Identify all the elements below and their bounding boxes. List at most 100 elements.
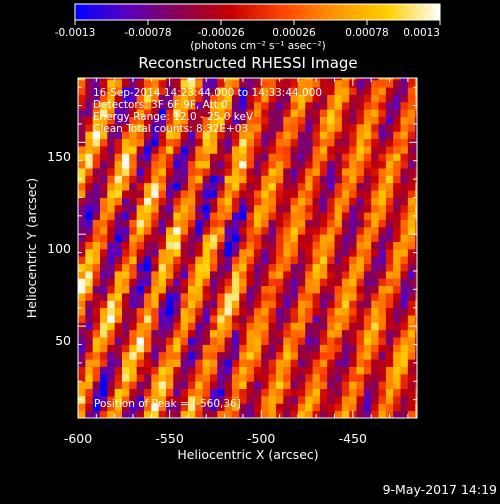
image-pixel	[275, 182, 284, 191]
image-pixel	[356, 278, 365, 287]
image-pixel	[334, 146, 343, 154]
image-pixel	[341, 168, 350, 176]
image-pixel	[187, 403, 196, 412]
image-pixel	[165, 248, 174, 257]
image-pixel	[217, 197, 225, 206]
image-pixel	[305, 278, 313, 287]
image-pixel	[261, 197, 269, 206]
image-pixel	[378, 153, 387, 162]
image-pixel	[305, 101, 313, 110]
image-pixel	[261, 87, 269, 95]
image-pixel	[158, 190, 167, 198]
image-pixel	[253, 109, 262, 117]
image-pixel	[129, 344, 138, 353]
image-pixel	[114, 248, 123, 257]
image-pixel	[202, 226, 211, 235]
image-pixel	[268, 285, 277, 294]
image-pixel	[224, 403, 233, 412]
image-pixel	[173, 344, 182, 353]
image-pixel	[356, 212, 365, 220]
image-pixel	[209, 359, 218, 367]
image-pixel	[107, 182, 116, 191]
image-pixel	[349, 256, 357, 265]
image-pixel	[319, 160, 328, 169]
image-pixel	[356, 293, 365, 301]
image-pixel	[114, 263, 123, 272]
image-pixel	[400, 329, 409, 338]
image-pixel	[290, 109, 299, 117]
image-pixel	[253, 270, 262, 279]
image-pixel	[173, 175, 182, 184]
image-pixel	[202, 270, 211, 279]
image-pixel	[158, 329, 167, 338]
image-pixel	[327, 160, 335, 169]
image-pixel	[217, 146, 225, 154]
image-pixel	[99, 322, 108, 331]
image-pixel	[319, 263, 328, 272]
image-pixel	[341, 138, 350, 147]
image-pixel	[158, 359, 167, 367]
image-pixel	[85, 160, 94, 169]
image-pixel	[349, 160, 357, 169]
image-pixel	[202, 204, 211, 213]
image-pixel	[363, 160, 372, 169]
image-pixel	[158, 212, 167, 220]
image-pixel	[114, 403, 123, 412]
image-pixel	[246, 219, 255, 228]
image-pixel	[378, 175, 387, 184]
image-pixel	[283, 263, 291, 272]
image-pixel	[400, 307, 409, 316]
image-pixel	[92, 234, 101, 242]
image-pixel	[297, 263, 306, 272]
image-pixel	[283, 241, 291, 250]
image-pixel	[297, 87, 306, 95]
image-pixel	[283, 270, 291, 279]
image-pixel	[253, 410, 262, 418]
image-pixel	[290, 123, 299, 132]
image-pixel	[341, 94, 350, 103]
image-pixel	[85, 270, 94, 279]
image-pixel	[129, 278, 138, 287]
image-pixel	[261, 101, 269, 110]
image-pixel	[283, 109, 291, 117]
x-tick-label-2: -500	[247, 431, 275, 446]
image-pixel	[349, 153, 357, 162]
image-pixel	[378, 285, 387, 294]
image-pixel	[107, 381, 116, 389]
image-pixel	[114, 197, 123, 206]
image-pixel	[305, 197, 313, 206]
image-pixel	[371, 285, 379, 294]
image-pixel	[415, 315, 417, 323]
image-pixel	[165, 293, 174, 301]
image-pixel	[246, 373, 255, 382]
image-pixel	[107, 190, 116, 198]
image-pixel	[415, 293, 417, 301]
image-pixel	[195, 212, 204, 220]
image-pixel	[143, 175, 152, 184]
image-pixel	[195, 241, 204, 250]
image-pixel	[407, 212, 416, 220]
image-pixel	[415, 270, 417, 279]
image-pixel	[349, 344, 357, 353]
image-pixel	[151, 366, 160, 375]
image-pixel	[121, 219, 130, 228]
image-pixel	[356, 175, 365, 184]
image-pixel	[261, 146, 269, 154]
image-pixel	[195, 138, 204, 147]
image-pixel	[312, 315, 321, 323]
image-pixel	[129, 131, 138, 140]
image-pixel	[158, 373, 167, 382]
image-pixel	[415, 197, 417, 206]
image-pixel	[209, 153, 218, 162]
image-pixel	[209, 329, 218, 338]
image-pixel	[261, 123, 269, 132]
image-pixel	[371, 175, 379, 184]
image-pixel	[415, 337, 417, 345]
image-pixel	[209, 94, 218, 103]
image-pixel	[385, 366, 394, 375]
image-pixel	[327, 109, 335, 117]
image-pixel	[341, 293, 350, 301]
image-pixel	[261, 337, 269, 345]
image-pixel	[385, 138, 394, 147]
image-pixel	[268, 160, 277, 169]
